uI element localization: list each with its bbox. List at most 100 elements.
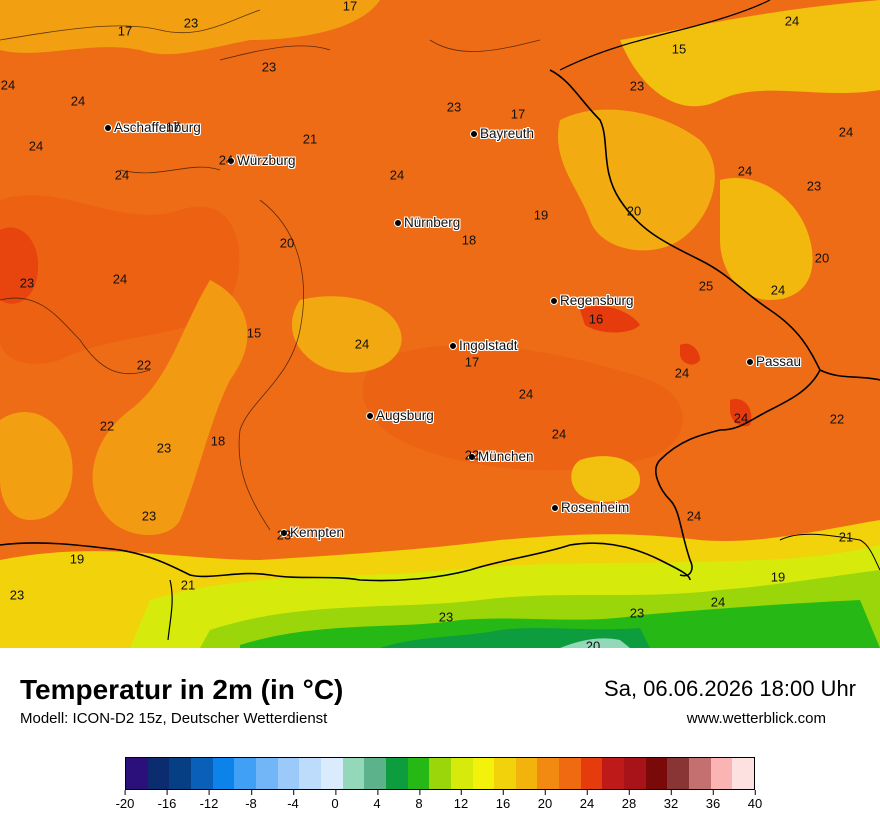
city-label: München	[478, 449, 534, 465]
city-dot-icon	[468, 452, 476, 461]
city-dot-icon	[470, 129, 478, 138]
temperature-value: 21	[180, 577, 196, 593]
city-dot-icon	[227, 156, 235, 165]
color-swatch	[710, 758, 733, 789]
city-label: Augsburg	[376, 408, 434, 424]
temperature-value: 19	[533, 207, 549, 223]
temperature-map[interactable]: Aschaffenburg Würzburg Bayreuth Nürnberg Reg…	[0, 0, 880, 648]
temperature-value: 24	[354, 336, 370, 352]
city-marker[interactable]: Aschaffenburg	[104, 119, 201, 137]
color-swatch	[559, 758, 581, 789]
city-marker[interactable]: Nürnberg	[394, 214, 460, 232]
color-swatch	[190, 758, 213, 789]
temperature-value: 19	[770, 569, 786, 585]
temperature-value: 24	[218, 152, 234, 168]
color-swatch	[299, 758, 321, 789]
city-marker[interactable]: Regensburg	[550, 292, 634, 310]
info-panel: Temperatur in 2m (in °C) Modell: ICON-D2…	[0, 648, 880, 830]
temperature-value: 20	[585, 638, 601, 649]
color-swatch	[515, 758, 538, 789]
temperature-value: 24	[389, 167, 405, 183]
scale-tick-label: 24	[579, 790, 595, 811]
temperature-value: 20	[279, 235, 295, 251]
temperature-value: 23	[156, 440, 172, 456]
city-label: Aschaffenburg	[114, 120, 201, 136]
temperature-value: 23	[438, 609, 454, 625]
map-title: Temperatur in 2m (in °C)	[20, 674, 344, 705]
temperature-value: 22	[136, 357, 152, 373]
color-swatch	[234, 758, 256, 789]
color-scale-ticks: -20 -16 -12 -8 -4 0 4 8 12 16 20 24 28 32 36 40	[116, 790, 762, 811]
temperature-value: 20	[626, 203, 642, 219]
temperature-value: 16	[588, 311, 604, 327]
scale-tick-label: -16	[157, 790, 177, 811]
color-swatch	[147, 758, 170, 789]
city-dot-icon	[550, 296, 558, 305]
city-marker[interactable]: Würzburg	[227, 152, 296, 170]
temperature-value: 17	[117, 23, 133, 39]
temperature-value: 24	[551, 426, 567, 442]
scale-tick-label: -8	[245, 790, 257, 811]
city-label: Ingolstadt	[459, 338, 518, 354]
city-marker[interactable]: Ingolstadt	[449, 337, 518, 355]
city-marker[interactable]: Kempten	[280, 524, 344, 542]
color-swatch	[602, 758, 625, 789]
color-swatch	[255, 758, 278, 789]
color-swatch	[277, 758, 300, 789]
temperature-value: 24	[770, 282, 786, 298]
scale-tick-label: 28	[621, 790, 637, 811]
city-label: Bayreuth	[480, 126, 535, 142]
city-label: Regensburg	[560, 293, 634, 309]
color-swatch	[364, 758, 386, 789]
city-marker[interactable]: Rosenheim	[551, 499, 629, 517]
city-dot-icon	[551, 503, 559, 512]
temperature-value: 15	[671, 41, 687, 57]
city-dot-icon	[104, 123, 112, 132]
color-swatch	[385, 758, 408, 789]
forecast-datetime: Sa, 06.06.2026 18:00 Uhr	[604, 676, 856, 701]
scale-tick-label: 36	[705, 790, 721, 811]
color-swatch	[342, 758, 365, 789]
temperature-value: 23	[276, 527, 292, 543]
color-swatch	[732, 758, 755, 789]
city-dot-icon	[394, 218, 402, 227]
city-marker[interactable]: Passau	[746, 353, 801, 371]
temperature-value: 23	[19, 275, 35, 291]
scale-tick-label: 16	[495, 790, 511, 811]
city-label: Nürnberg	[404, 215, 461, 231]
city-marker[interactable]: Augsburg	[366, 407, 434, 425]
city-marker[interactable]: Bayreuth	[470, 125, 534, 143]
temperature-value: 21	[838, 529, 854, 545]
website-link[interactable]: www.wetterblick.com	[686, 710, 826, 727]
color-swatch	[320, 758, 343, 789]
temperature-value: 23	[9, 587, 25, 603]
city-marker[interactable]: München	[468, 448, 534, 466]
temperature-value: 23	[446, 99, 462, 115]
color-swatch	[667, 758, 690, 789]
temperature-value: 15	[246, 325, 262, 341]
city-dot-icon	[280, 528, 288, 537]
temperature-value: 24	[70, 93, 86, 109]
temperature-value: 23	[261, 59, 277, 75]
temperature-value: 24	[114, 167, 130, 183]
temperature-value: 22	[99, 418, 115, 434]
color-swatch	[689, 758, 711, 789]
scale-tick-label: 20	[537, 790, 553, 811]
city-dot-icon	[449, 341, 457, 350]
temperature-value: 24	[518, 386, 534, 402]
temperature-value: 25	[698, 278, 714, 294]
city-dot-icon	[746, 357, 754, 366]
temperature-value: 24	[674, 365, 690, 381]
temperature-value: 18	[210, 433, 226, 449]
color-swatch	[407, 758, 430, 789]
color-swatch	[472, 758, 495, 789]
color-swatch	[212, 758, 235, 789]
scale-tick-label: 40	[747, 790, 763, 811]
temperature-value: 23	[141, 508, 157, 524]
temperature-value: 17	[510, 106, 526, 122]
color-swatch	[580, 758, 603, 789]
temperature-value: 24	[838, 124, 854, 140]
scale-tick-label: 8	[415, 790, 423, 811]
temperature-value: 17	[464, 354, 480, 370]
temperature-value: 24	[686, 508, 702, 524]
